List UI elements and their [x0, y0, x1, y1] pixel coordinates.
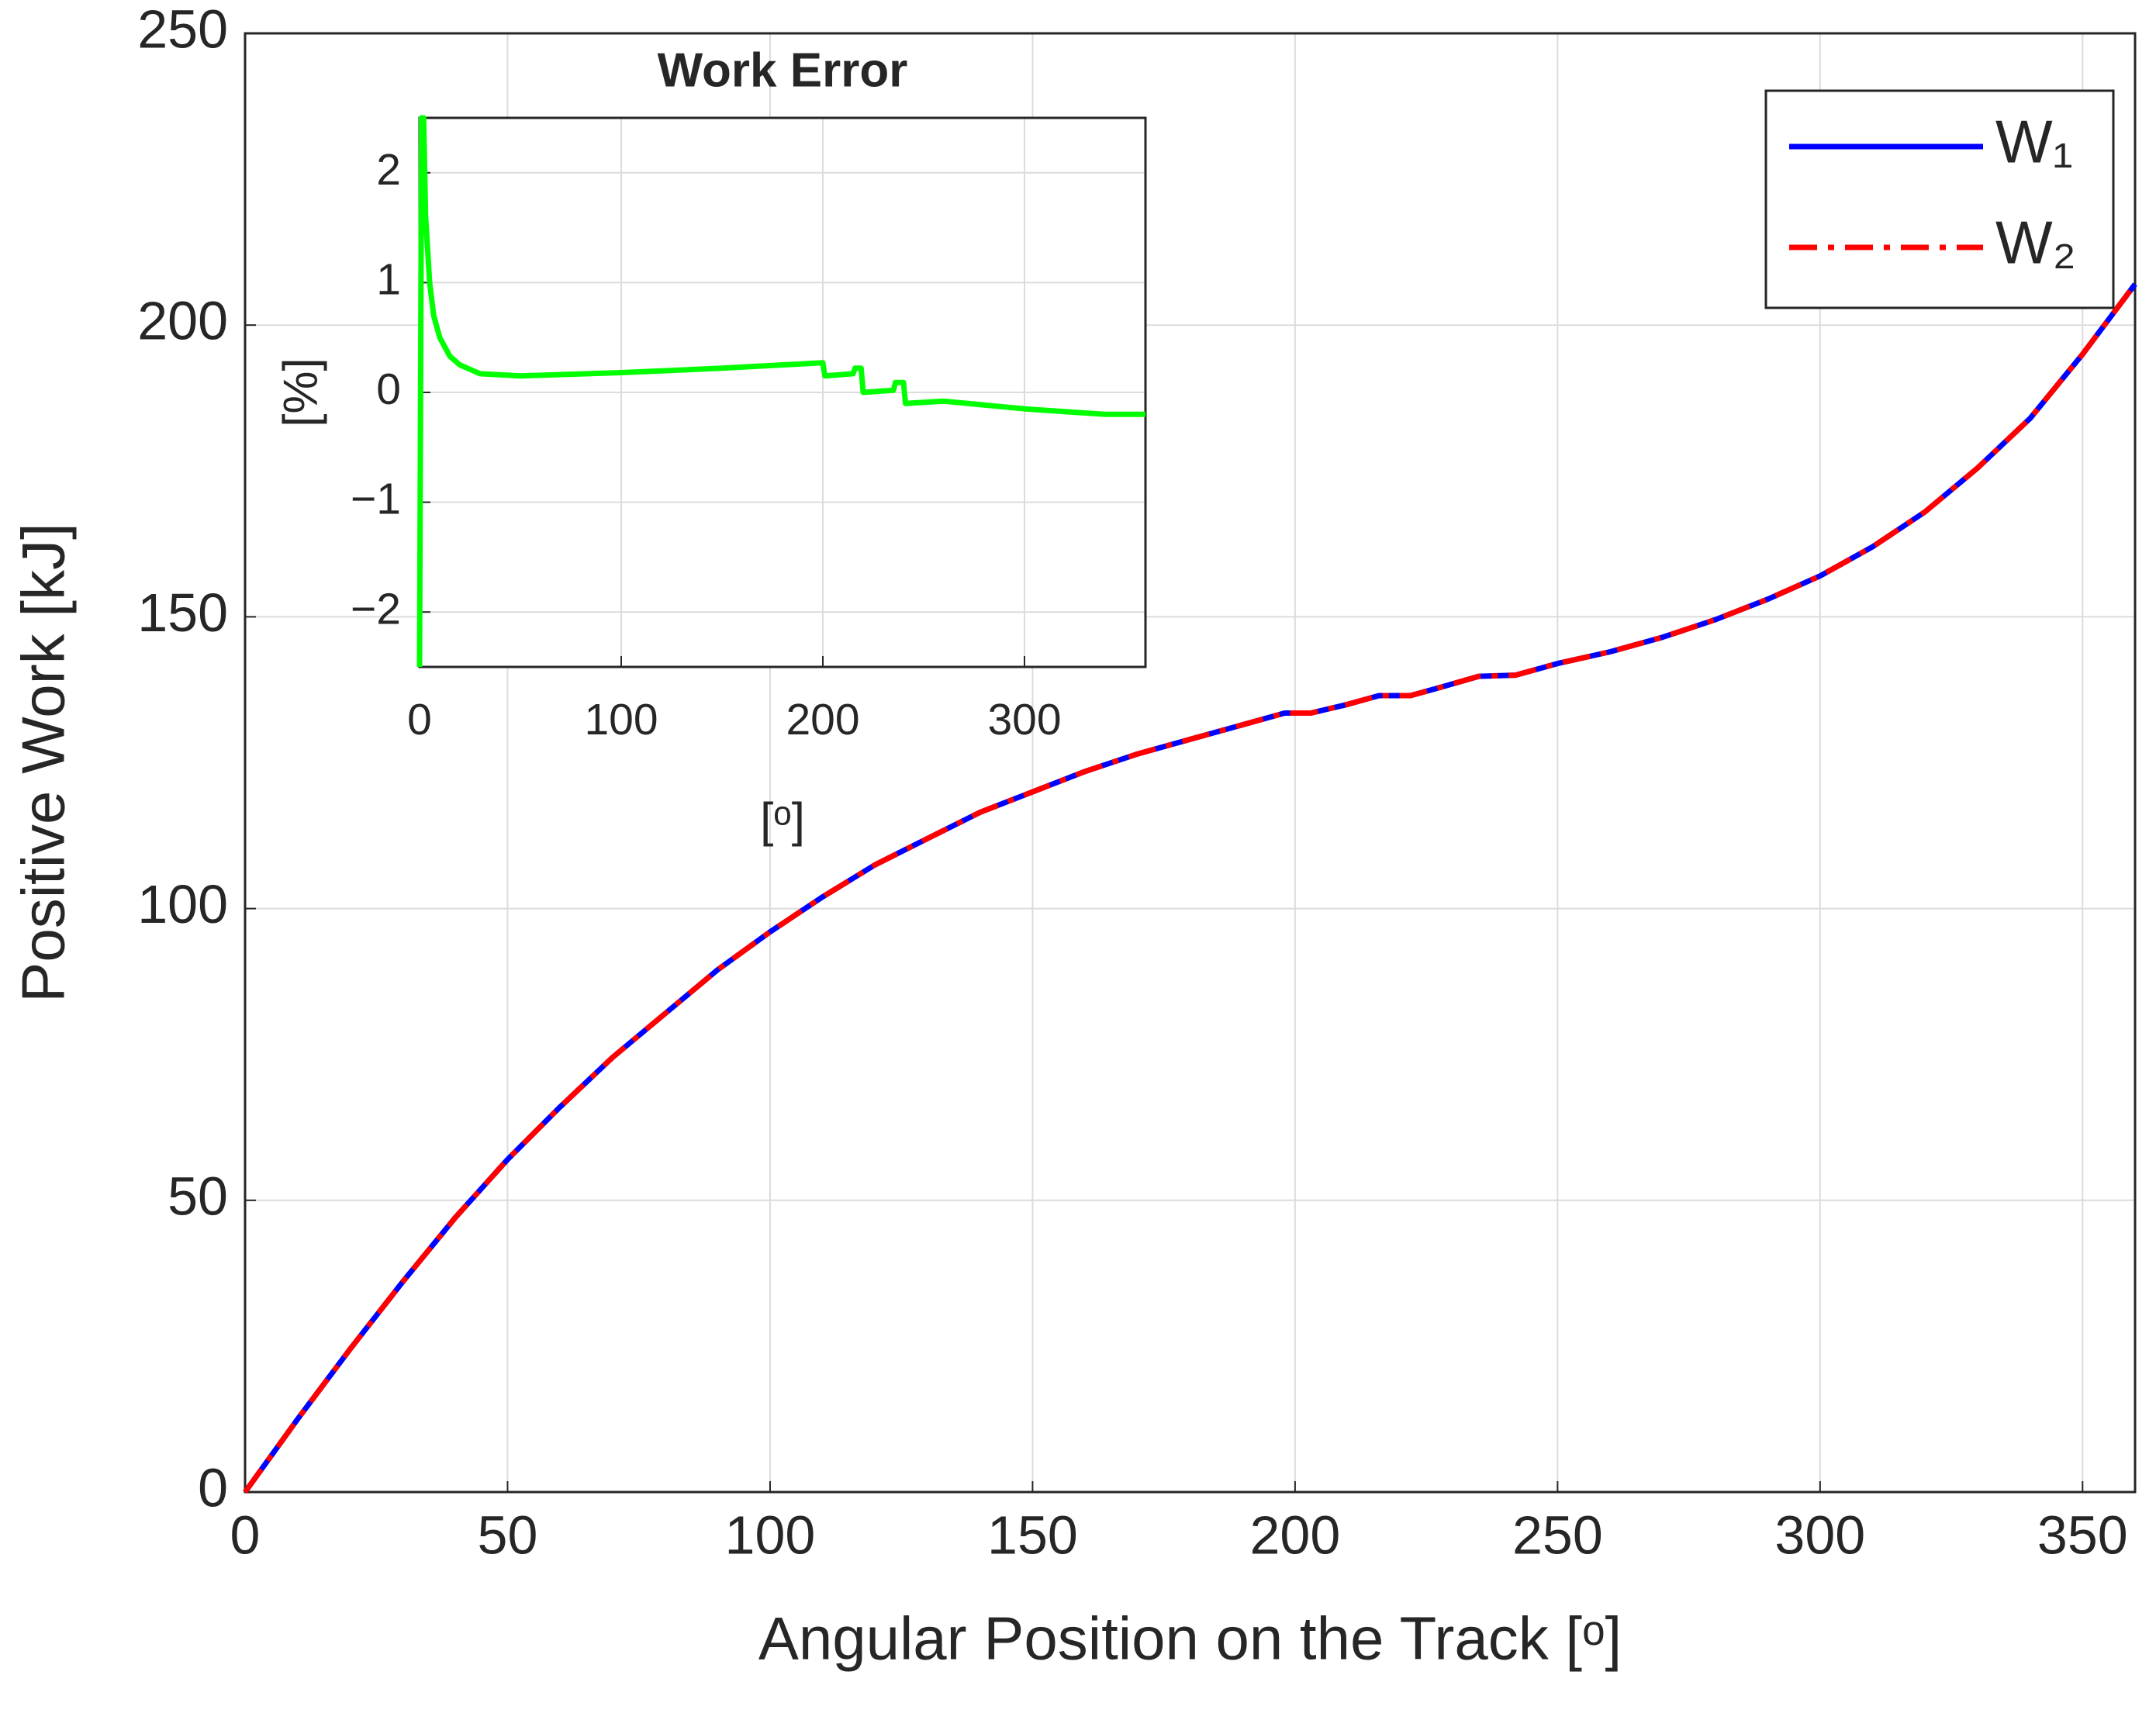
- x-tick-label: 0: [230, 1504, 261, 1565]
- legend-box: [1764, 89, 2115, 309]
- y-axis-label: Positive Work [kJ]: [9, 523, 78, 1002]
- x-tick-label: 100: [725, 1504, 816, 1565]
- y-axis-label: [%]: [274, 358, 327, 427]
- x-tick-label: 100: [584, 695, 658, 744]
- x-tick-label: 0: [407, 695, 432, 744]
- x-tick-label: 300: [1774, 1504, 1865, 1565]
- x-tick-label: 200: [1249, 1504, 1340, 1565]
- legend-label: W₂: [1995, 209, 2076, 277]
- y-tick-label: 250: [137, 0, 228, 59]
- chart-title: Work Error: [658, 43, 908, 97]
- legend-label: W₁: [1995, 108, 2073, 176]
- y-tick-label: 100: [137, 874, 228, 934]
- y-tick-label: 0: [376, 364, 401, 414]
- plot-frame: [244, 32, 2137, 1494]
- x-tick-label: 50: [478, 1504, 538, 1565]
- x-axis-label: [ᵒ]: [760, 793, 805, 847]
- data-line: [243, 282, 2137, 1494]
- y-tick-label: 50: [168, 1166, 228, 1226]
- y-tick-label: −2: [351, 584, 401, 634]
- x-tick-label: 150: [987, 1504, 1078, 1565]
- x-tick-label: 250: [1512, 1504, 1603, 1565]
- y-tick-label: 1: [376, 254, 401, 304]
- x-tick-label: 300: [987, 695, 1061, 744]
- y-tick-label: −1: [351, 475, 401, 524]
- x-tick-label: 350: [2037, 1504, 2128, 1565]
- y-tick-label: 200: [137, 291, 228, 351]
- data-line: [416, 115, 1145, 668]
- y-tick-label: 150: [137, 582, 228, 643]
- x-axis-label: Angular Position on the Track [ᵒ]: [758, 1604, 1622, 1673]
- y-tick-label: 0: [198, 1457, 228, 1518]
- y-tick-label: 2: [376, 145, 401, 195]
- x-tick-label: 200: [786, 695, 859, 744]
